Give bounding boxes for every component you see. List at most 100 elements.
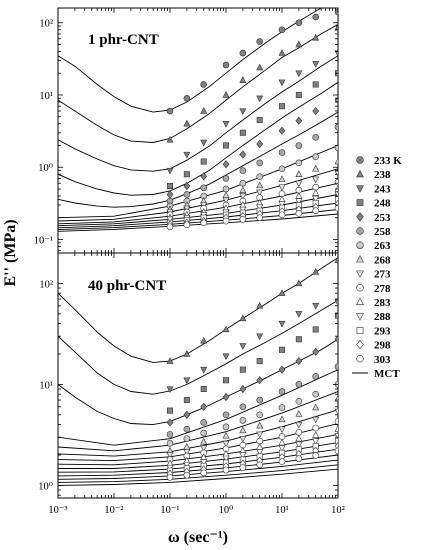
legend-marker-298 (356, 340, 364, 350)
bottom-point-248-7 (295, 336, 302, 343)
bottom-plot-frame (57, 252, 339, 499)
top-point-273-8 (312, 176, 320, 184)
top-point-238-3 (222, 91, 230, 98)
legend: 233 K 238 243 248 253 258 263 268 273 278 283 288 29… (352, 155, 402, 380)
top-axis-ticks: 10⁻¹ 10⁰ 10¹ 10² (34, 8, 339, 253)
bottom-point-263-5 (256, 411, 264, 419)
bottom-point-258-9 (334, 363, 338, 370)
top-point-243-4 (239, 108, 247, 115)
bottom-point-263-8 (312, 390, 320, 398)
bottom-point-243-6 (278, 320, 286, 328)
bottom-point-243-0 (166, 386, 174, 393)
bottom-point-253-6 (278, 365, 286, 374)
top-point-253-2 (200, 172, 208, 181)
bottom-mct-curve-5 (58, 409, 338, 457)
bottom-point-278-6 (278, 433, 286, 440)
bottom-point-248-8 (312, 326, 319, 333)
bottom-mct-curve-2 (58, 338, 338, 426)
legend-label-253: 253 (374, 212, 391, 224)
top-point-278-9 (334, 178, 338, 186)
legend-marker-243 (356, 185, 364, 193)
top-point-248-5 (256, 117, 263, 124)
top-panel-label: 1 phr-CNT (88, 32, 159, 48)
bottom-point-263-4 (239, 417, 247, 424)
legend-marker-278 (356, 284, 364, 292)
bottom-point-243-5 (256, 333, 264, 341)
top-point-268-4 (239, 186, 247, 193)
bottom-point-248-9 (334, 312, 338, 319)
top-point-303-6 (278, 211, 286, 219)
top-point-248-2 (200, 158, 207, 165)
top-point-253-6 (278, 126, 286, 135)
legend-label-238: 238 (374, 169, 391, 181)
bottom-point-238-4 (239, 314, 247, 322)
top-point-303-7 (295, 210, 303, 217)
bottom-x-tick-label: 10² (331, 505, 345, 516)
top-point-233K-2 (200, 81, 208, 88)
top-point-238-1 (183, 119, 191, 127)
bottom-point-283-7 (295, 434, 303, 442)
top-point-238-7 (295, 40, 303, 48)
top-point-283-8 (312, 189, 320, 196)
top-panel: 1 phr-CNT 10⁻¹ 10⁰ 10¹ 10² (34, 7, 339, 254)
top-point-283-7 (295, 192, 303, 199)
top-point-263-8 (312, 153, 320, 160)
legend-marker-258 (356, 227, 364, 235)
top-y-tick-label: 10¹ (39, 91, 53, 102)
bottom-point-258-6 (278, 388, 286, 395)
bottom-point-268-3 (222, 431, 230, 439)
bottom-point-288-2 (200, 459, 208, 467)
top-point-238-9 (334, 23, 338, 31)
legend-label-273: 273 (374, 269, 391, 281)
bottom-mct-curve-3 (58, 369, 338, 446)
top-mct-curve-0 (58, 8, 322, 113)
bottom-point-243-7 (295, 311, 303, 318)
bottom-point-303-6 (278, 458, 286, 465)
top-point-268-8 (312, 164, 320, 172)
bottom-point-253-5 (256, 376, 264, 385)
bottom-point-268-5 (256, 421, 264, 429)
legend-marker-253 (356, 212, 364, 222)
bottom-point-248-4 (239, 366, 246, 373)
y-axis-title: E'' (MPa) (2, 219, 19, 286)
top-point-248-1 (183, 171, 190, 178)
legend-label-243: 243 (374, 183, 391, 195)
legend-marker-233K (356, 156, 364, 164)
top-point-258-7 (295, 142, 303, 149)
top-point-248-6 (278, 103, 285, 110)
bottom-point-273-3 (222, 440, 230, 448)
x-axis-title: ω (sec⁻¹) (168, 529, 228, 546)
bottom-point-268-1 (183, 443, 191, 450)
bottom-point-303-8 (312, 452, 320, 459)
top-point-233K-1 (183, 94, 191, 102)
legend-label-248: 248 (374, 198, 391, 210)
bottom-point-238-1 (183, 350, 191, 357)
top-point-238-5 (256, 63, 264, 71)
top-point-248-0 (167, 182, 174, 189)
bottom-x-tick-label: 10⁻³ (48, 505, 67, 516)
bottom-point-303-0 (166, 474, 174, 481)
bottom-point-238-5 (256, 301, 264, 309)
top-point-253-7 (295, 116, 303, 125)
bottom-y-tick-label: 10¹ (39, 380, 53, 391)
top-point-233K-0 (166, 107, 174, 115)
bottom-point-263-0 (166, 440, 174, 447)
bottom-mct-curve-10 (58, 454, 338, 477)
top-y-tick-label: 10² (39, 19, 53, 30)
top-point-303-8 (312, 207, 320, 215)
bottom-x-tick-label: 10⁻² (104, 505, 123, 516)
legend-marker-303 (356, 355, 364, 363)
bottom-point-268-7 (295, 409, 303, 417)
top-point-238-8 (312, 33, 320, 41)
bottom-point-258-0 (166, 431, 174, 438)
legend-label-298: 298 (374, 340, 391, 352)
top-point-258-1 (183, 191, 191, 198)
bottom-point-238-7 (295, 279, 303, 287)
bottom-point-273-8 (312, 416, 320, 424)
bottom-point-263-3 (222, 423, 230, 431)
legend-label-278: 278 (374, 283, 391, 295)
bottom-point-248-3 (223, 377, 230, 384)
bottom-mct-curve-8 (58, 442, 338, 469)
legend-marker-238 (356, 169, 364, 178)
